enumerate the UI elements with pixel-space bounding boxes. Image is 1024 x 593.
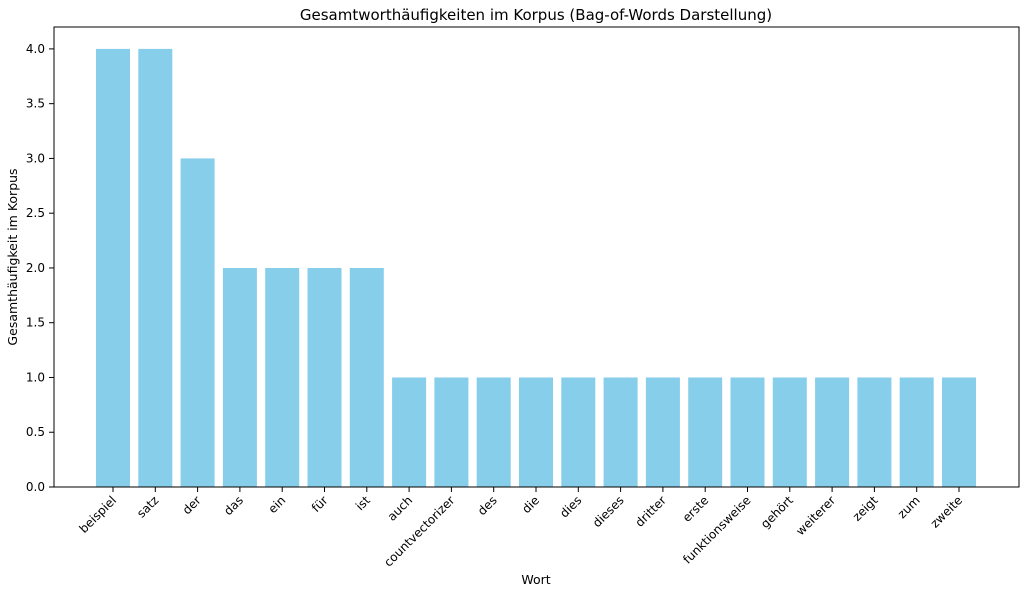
- bars-group: [96, 48, 976, 488]
- x-tick-label: erste: [680, 493, 712, 525]
- x-tick-label: für: [309, 493, 331, 515]
- x-tick-label: beispiel: [77, 493, 120, 536]
- x-axis: beispiel satz der das ein für ist auchcountvect…: [77, 487, 965, 570]
- x-tick-label: zweite: [928, 493, 965, 530]
- bar-zeigt: [857, 377, 892, 487]
- bar-ist: [349, 268, 384, 487]
- bar-gehört: [772, 377, 807, 487]
- bar-erste: [688, 377, 723, 487]
- x-tick-label: dies: [557, 493, 584, 520]
- x-tick-label: die: [519, 493, 542, 516]
- bar-die: [519, 377, 553, 487]
- y-tick-label: 4.0: [26, 42, 45, 56]
- bar-auch: [392, 377, 427, 487]
- y-axis: 0.0 0.5 1.0 1.5 2.0 2.5 3.0 3.5 4.0: [26, 42, 54, 494]
- x-tick-label: auch: [385, 493, 416, 524]
- x-tick-label: zum: [895, 493, 923, 521]
- y-tick-label: 2.5: [26, 206, 45, 220]
- x-tick-label: des: [475, 493, 500, 518]
- x-tick-label: der: [180, 493, 204, 517]
- bar-weiterer: [815, 377, 850, 487]
- bar-countvectorizer: [434, 377, 469, 487]
- bar-beispiel: [96, 48, 130, 488]
- y-tick-label: 1.0: [26, 370, 45, 384]
- y-tick-label: 3.5: [26, 97, 45, 111]
- bar-satz: [138, 48, 173, 488]
- bar-dies: [561, 377, 596, 487]
- y-tick-label: 3.0: [26, 151, 45, 165]
- y-tick-label: 1.5: [26, 316, 45, 330]
- bar-zweite: [942, 377, 976, 487]
- bar-dritter: [645, 377, 680, 487]
- y-tick-label: 0.5: [26, 425, 45, 439]
- x-tick-label: ist: [353, 493, 373, 513]
- bar-das: [222, 268, 257, 487]
- x-tick-label: gehört: [758, 493, 796, 531]
- bar-ein: [265, 268, 300, 487]
- x-tick-label: das: [221, 493, 246, 518]
- x-axis-label: Wort: [521, 572, 550, 587]
- x-tick-label: zeigt: [850, 493, 881, 524]
- bar-funktionsweise: [730, 377, 765, 487]
- x-tick-label: dritter: [633, 493, 670, 530]
- y-axis-label: Gesamthäufigkeit im Korpus: [5, 168, 20, 345]
- chart-title: Gesamtworthäufigkeiten im Korpus (Bag-of…: [300, 6, 772, 24]
- bar-der: [180, 158, 215, 487]
- x-tick-label: satz: [134, 493, 161, 520]
- x-tick-label: dieses: [590, 493, 627, 530]
- bar-des: [476, 377, 511, 487]
- bar-dieses: [603, 377, 638, 487]
- x-tick-label: ein: [265, 493, 288, 516]
- bar-für: [307, 268, 342, 487]
- y-tick-label: 2.0: [26, 261, 45, 275]
- y-tick-label: 0.0: [26, 480, 45, 494]
- bar-zum: [899, 377, 934, 487]
- x-tick-label: weiterer: [793, 493, 838, 538]
